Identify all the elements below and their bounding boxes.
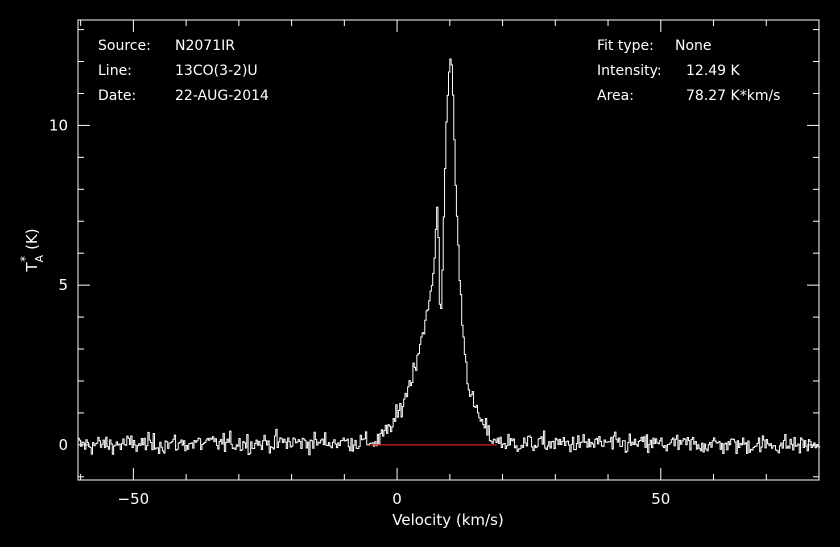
y-tick-label: 5 (58, 276, 68, 294)
source-value: N2071IR (175, 38, 235, 54)
date-label: Date: (98, 88, 136, 104)
y-axis-title-sub: A (33, 254, 46, 262)
fit-type-label: Fit type: (597, 38, 654, 54)
area-label: Area: (597, 88, 634, 104)
series-group (78, 58, 821, 456)
y-tick-label: 0 (58, 436, 68, 454)
x-tick-label: 50 (651, 490, 670, 508)
intensity-label: Intensity: (597, 63, 662, 79)
y-axis-title-sup: * (18, 256, 32, 262)
y-axis-title-unit: (K) (23, 228, 41, 250)
line-label: Line: (98, 63, 132, 79)
y-axis-title: TA* (K) (18, 228, 46, 272)
axis-ticks (78, 20, 820, 480)
x-axis-title: Velocity (km/s) (392, 511, 503, 529)
source-label: Source: (98, 38, 151, 54)
x-tick-label: −50 (118, 490, 150, 508)
spectrum-line (78, 58, 821, 456)
svg-text:TA*(K): TA* (K) (18, 228, 46, 272)
area-value: 78.27 K*km/s (686, 88, 780, 104)
date-value: 22-AUG-2014 (175, 88, 269, 104)
y-axis-title-main: T (23, 262, 41, 273)
y-tick-label: 10 (49, 116, 68, 134)
line-value: 13CO(3-2)U (175, 63, 258, 79)
x-tick-label: 0 (392, 490, 402, 508)
intensity-value: 12.49 K (686, 63, 741, 79)
fit-type-value: None (675, 38, 712, 54)
plot-frame (77, 19, 820, 481)
axis-tick-labels: −50 0 50 0 5 10 (49, 116, 670, 508)
